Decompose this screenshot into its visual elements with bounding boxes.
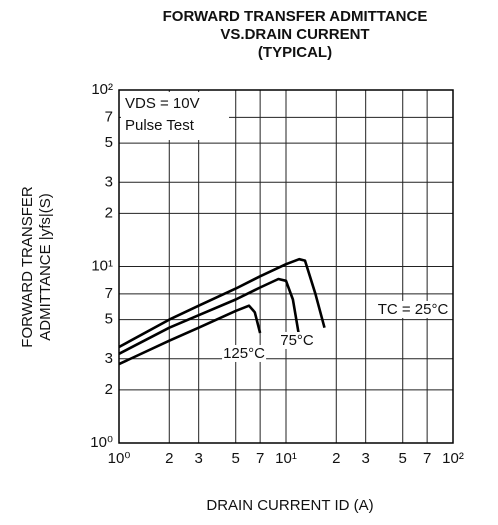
label-background	[376, 300, 450, 318]
y-tick-label: 3	[105, 173, 113, 190]
x-tick-label: 5	[399, 450, 407, 467]
label-background	[222, 344, 267, 362]
y-tick-label: 3	[105, 350, 113, 367]
chart-title: FORWARD TRANSFER ADMITTANCE	[163, 8, 428, 25]
label-background	[279, 331, 315, 349]
chart-title: VS.DRAIN CURRENT	[220, 26, 369, 43]
y-tick-label: 5	[105, 311, 113, 328]
series-label: 125°C	[223, 345, 265, 362]
y-tick-label: 5	[105, 134, 113, 151]
y-tick-label: 10¹	[91, 257, 113, 274]
line	[118, 257, 326, 349]
y-tick-label: 10²	[91, 81, 113, 98]
x-tick-label: 3	[362, 450, 370, 467]
x-tick-label: 10¹	[275, 450, 297, 467]
x-tick-label: 3	[195, 450, 203, 467]
y-axis-label: ADMITTANCE |yfs|(S)	[37, 193, 54, 341]
y-tick-label: 10⁰	[90, 434, 113, 451]
x-axis-label: DRAIN CURRENT ID (A)	[206, 497, 373, 514]
y-tick-label: 2	[105, 204, 113, 221]
x-tick-label: 7	[256, 450, 264, 467]
series-label: TC = 25°C	[378, 301, 449, 318]
annotation: Pulse Test	[125, 117, 195, 134]
y-axis-label: FORWARD TRANSFER	[19, 186, 36, 348]
x-tick-label: 2	[332, 450, 340, 467]
y-tick-label: 7	[105, 285, 113, 302]
chart-title: (TYPICAL)	[258, 44, 332, 61]
x-tick-label: 7	[423, 450, 431, 467]
plot-frame	[118, 89, 454, 444]
annotation: VDS = 10V	[125, 95, 200, 112]
x-tick-label: 2	[165, 450, 173, 467]
y-tick-label: 7	[105, 108, 113, 125]
x-tick-label: 10²	[442, 450, 464, 467]
line	[118, 304, 262, 366]
x-tick-label: 10⁰	[108, 450, 131, 467]
annotation-box	[121, 92, 229, 140]
line	[118, 277, 301, 355]
x-tick-label: 5	[232, 450, 240, 467]
y-tick-label: 2	[105, 381, 113, 398]
series-label: 75°C	[280, 332, 314, 349]
